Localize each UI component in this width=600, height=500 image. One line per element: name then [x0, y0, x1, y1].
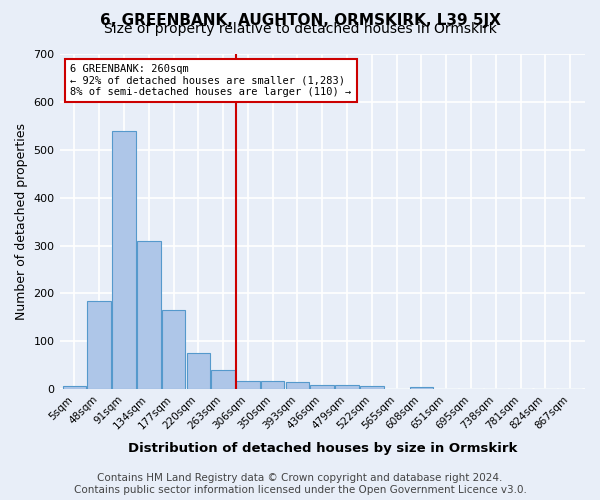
X-axis label: Distribution of detached houses by size in Ormskirk: Distribution of detached houses by size …: [128, 442, 517, 455]
Bar: [310, 385, 334, 389]
Bar: [286, 382, 309, 389]
Y-axis label: Number of detached properties: Number of detached properties: [15, 123, 28, 320]
Bar: [236, 380, 260, 389]
Bar: [360, 386, 383, 389]
Bar: [62, 386, 86, 389]
Bar: [88, 300, 111, 389]
Bar: [162, 310, 185, 389]
Bar: [187, 354, 210, 389]
Text: 6, GREENBANK, AUGHTON, ORMSKIRK, L39 5JX: 6, GREENBANK, AUGHTON, ORMSKIRK, L39 5JX: [100, 12, 500, 28]
Text: 6 GREENBANK: 260sqm
← 92% of detached houses are smaller (1,283)
8% of semi-deta: 6 GREENBANK: 260sqm ← 92% of detached ho…: [70, 64, 352, 98]
Bar: [261, 380, 284, 389]
Bar: [137, 240, 161, 389]
Text: Size of property relative to detached houses in Ormskirk: Size of property relative to detached ho…: [104, 22, 496, 36]
Bar: [112, 130, 136, 389]
Bar: [211, 370, 235, 389]
Bar: [410, 387, 433, 389]
Text: Contains HM Land Registry data © Crown copyright and database right 2024.
Contai: Contains HM Land Registry data © Crown c…: [74, 474, 526, 495]
Bar: [335, 385, 359, 389]
